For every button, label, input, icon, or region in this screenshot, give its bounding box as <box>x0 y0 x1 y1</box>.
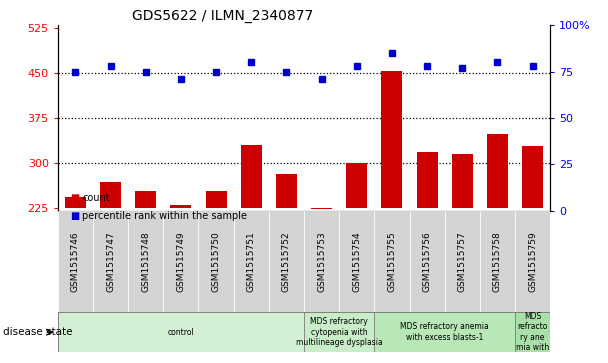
Bar <box>135 191 156 208</box>
Bar <box>480 211 515 312</box>
Text: GSM1515748: GSM1515748 <box>141 231 150 292</box>
Text: GSM1515754: GSM1515754 <box>352 231 361 292</box>
Bar <box>100 182 121 208</box>
Text: GSM1515749: GSM1515749 <box>176 231 185 292</box>
Text: control: control <box>168 328 194 337</box>
Text: MDS
refracto
ry ane
mia with: MDS refracto ry ane mia with <box>516 312 549 352</box>
Bar <box>381 72 402 208</box>
Text: disease state: disease state <box>3 327 72 337</box>
Text: count: count <box>82 193 109 203</box>
Bar <box>276 174 297 208</box>
Bar <box>304 211 339 312</box>
Bar <box>375 312 515 352</box>
Text: GSM1515747: GSM1515747 <box>106 231 115 292</box>
Bar <box>375 211 410 312</box>
Bar <box>269 211 304 312</box>
Bar <box>452 154 473 208</box>
Text: GSM1515756: GSM1515756 <box>423 231 432 292</box>
Bar <box>241 145 262 208</box>
Text: GSM1515751: GSM1515751 <box>247 231 256 292</box>
Text: GSM1515759: GSM1515759 <box>528 231 537 292</box>
Bar <box>304 312 375 352</box>
Bar <box>58 312 304 352</box>
Bar <box>93 211 128 312</box>
Text: GSM1515758: GSM1515758 <box>493 231 502 292</box>
Bar <box>410 211 444 312</box>
Text: GSM1515750: GSM1515750 <box>212 231 221 292</box>
Bar <box>233 211 269 312</box>
Text: ■: ■ <box>70 211 79 221</box>
Bar <box>346 163 367 208</box>
Bar <box>444 211 480 312</box>
Bar <box>206 191 227 208</box>
Bar <box>339 211 375 312</box>
Bar <box>416 152 438 208</box>
Text: GSM1515746: GSM1515746 <box>71 231 80 292</box>
Text: percentile rank within the sample: percentile rank within the sample <box>82 211 247 221</box>
Text: GSM1515755: GSM1515755 <box>387 231 396 292</box>
Bar <box>58 211 93 312</box>
Bar <box>515 211 550 312</box>
Text: GSM1515753: GSM1515753 <box>317 231 326 292</box>
Text: GSM1515752: GSM1515752 <box>282 231 291 292</box>
Text: MDS refractory anemia
with excess blasts-1: MDS refractory anemia with excess blasts… <box>400 322 489 342</box>
Bar <box>311 208 332 209</box>
Bar <box>164 211 198 312</box>
Bar <box>198 211 233 312</box>
Bar <box>170 205 192 208</box>
Text: ■: ■ <box>70 193 79 203</box>
Bar <box>522 146 543 208</box>
Bar <box>128 211 164 312</box>
Bar <box>515 312 550 352</box>
Bar <box>65 197 86 208</box>
Text: GDS5622 / ILMN_2340877: GDS5622 / ILMN_2340877 <box>131 9 313 23</box>
Text: MDS refractory
cytopenia with
multilineage dysplasia: MDS refractory cytopenia with multilinea… <box>296 317 382 347</box>
Text: GSM1515757: GSM1515757 <box>458 231 467 292</box>
Bar <box>487 134 508 208</box>
